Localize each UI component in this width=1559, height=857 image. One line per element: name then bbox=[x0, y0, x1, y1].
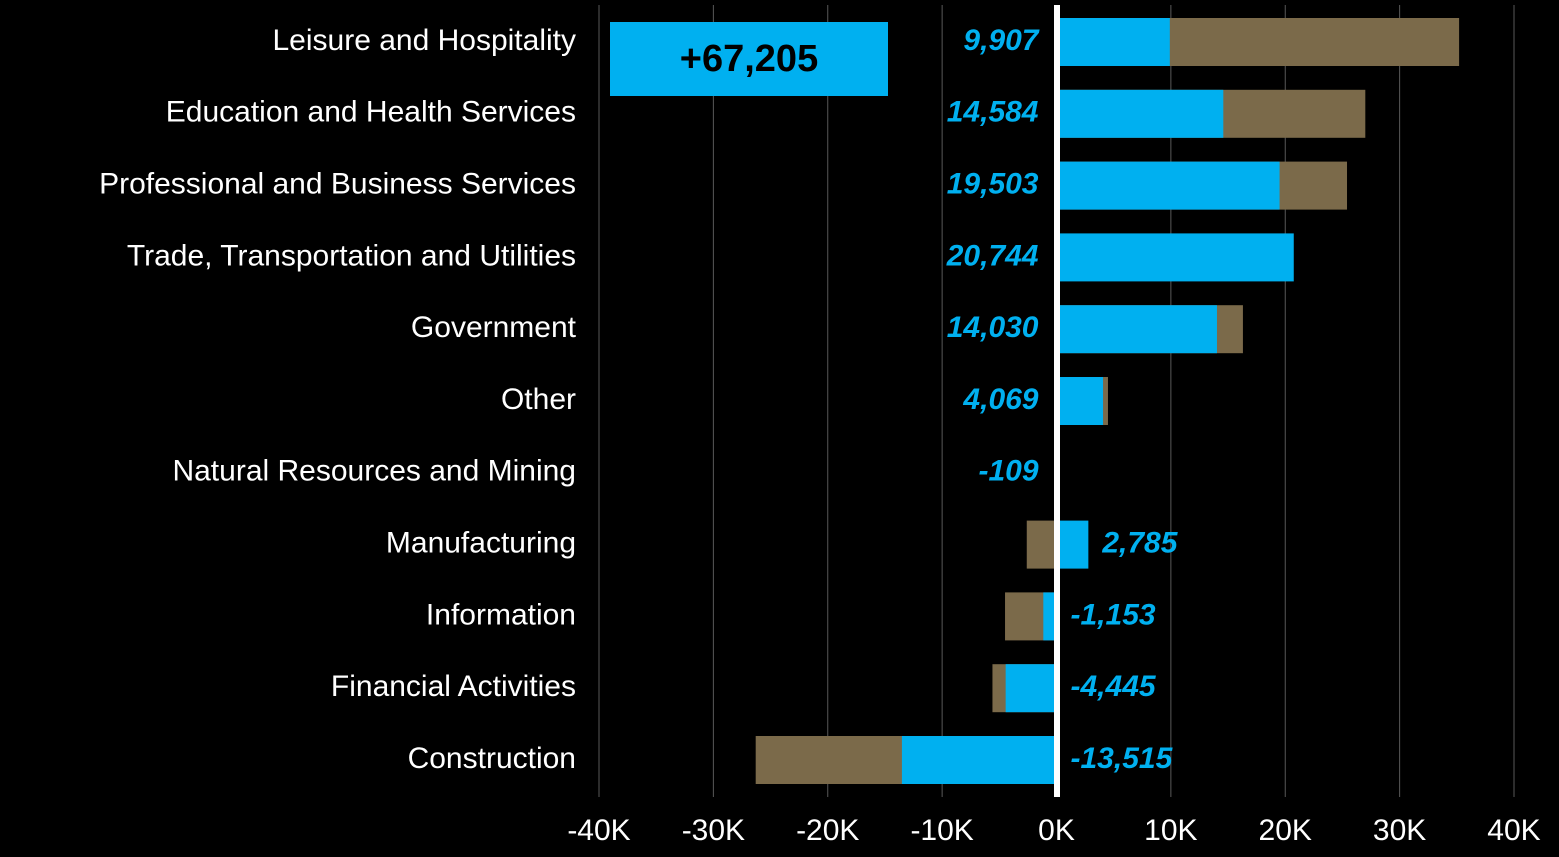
category-label: Construction bbox=[408, 742, 576, 775]
data-label: 20,744 bbox=[946, 239, 1039, 272]
data-label: 2,785 bbox=[1101, 527, 1178, 560]
category-label: Education and Health Services bbox=[166, 96, 576, 129]
category-label: Trade, Transportation and Utilities bbox=[127, 239, 576, 272]
bar bbox=[1056, 377, 1104, 425]
x-tick-label: 10K bbox=[1144, 814, 1197, 847]
x-tick-label: 20K bbox=[1259, 814, 1312, 847]
category-label: Financial Activities bbox=[331, 670, 576, 703]
x-tick-label: 40K bbox=[1487, 814, 1540, 847]
x-tick-label: -40K bbox=[567, 814, 630, 847]
data-label: 9,907 bbox=[963, 24, 1039, 57]
bar bbox=[901, 736, 1057, 784]
bar bbox=[1056, 18, 1170, 66]
data-label: 14,030 bbox=[947, 311, 1039, 344]
category-label: Information bbox=[426, 598, 576, 631]
data-label: 14,584 bbox=[947, 96, 1039, 129]
bar bbox=[1005, 664, 1057, 713]
x-tick-label: 30K bbox=[1373, 814, 1426, 847]
data-label: 19,503 bbox=[947, 168, 1039, 201]
annotation: +67,205 bbox=[680, 38, 818, 80]
data-label: -109 bbox=[978, 455, 1038, 488]
data-label: 4,069 bbox=[962, 383, 1038, 416]
bar bbox=[1056, 233, 1294, 282]
bar bbox=[1056, 89, 1224, 138]
x-tick-label: -10K bbox=[910, 814, 973, 847]
x-tick-label: 0K bbox=[1038, 814, 1075, 847]
data-label: -4,445 bbox=[1071, 670, 1157, 703]
data-label: -1,153 bbox=[1071, 598, 1156, 631]
bar bbox=[1056, 161, 1280, 210]
x-tick-label: -30K bbox=[682, 814, 745, 847]
category-label: Government bbox=[411, 311, 577, 344]
bar bbox=[1056, 520, 1089, 569]
x-tick-label: -20K bbox=[796, 814, 859, 847]
category-label: Natural Resources and Mining bbox=[172, 455, 576, 488]
category-label: Manufacturing bbox=[386, 527, 576, 560]
bar bbox=[1026, 520, 1057, 569]
labels: -40K -30K -20K -10K 0K 10K 20K 30K 40K Leisure an… bbox=[99, 24, 1541, 847]
bar bbox=[1043, 592, 1057, 641]
data-label: -13,515 bbox=[1071, 742, 1174, 775]
category-label: Other bbox=[501, 383, 576, 416]
bar bbox=[1056, 305, 1217, 354]
grid bbox=[598, 5, 1515, 797]
category-label: Professional and Business Services bbox=[99, 168, 576, 201]
bars bbox=[755, 18, 1460, 784]
annotation-box bbox=[610, 22, 888, 96]
category-label: Leisure and Hospitality bbox=[272, 24, 576, 57]
